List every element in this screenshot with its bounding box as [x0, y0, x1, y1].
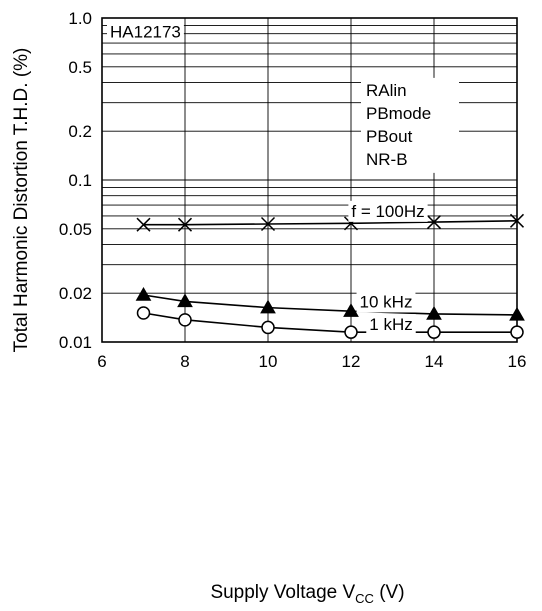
x-axis-title-subscript: CC [355, 591, 374, 606]
device-label: HA12173 [107, 21, 184, 43]
x-marker [509, 213, 525, 228]
y-tick-label: 0.01 [59, 333, 92, 352]
x-tick-label: 10 [259, 352, 278, 371]
series-label-10khz-bg [356, 291, 416, 313]
series-line-0 [143, 219, 518, 226]
circle-marker [344, 325, 358, 339]
x-tick-label: 6 [97, 352, 106, 371]
x-marker-stroke [177, 217, 193, 232]
y-tick-label: 0.05 [59, 220, 92, 239]
series-label-1khz: 1 kHz [366, 314, 416, 336]
series-line-2 [143, 312, 517, 333]
series-label-100hz: f = 100Hz [348, 200, 428, 222]
circle-marker [136, 306, 151, 320]
conditions-bg [361, 77, 459, 173]
triangle-marker [343, 303, 359, 317]
condition-label: PBout [366, 127, 413, 146]
x-marker-stroke [426, 215, 442, 230]
x-tick-label: 8 [180, 352, 189, 371]
x-marker-stroke [509, 213, 525, 228]
circle-marker [510, 325, 524, 339]
x-axis-title: Supply Voltage VCC (V) [210, 582, 404, 606]
grid-layer [102, 18, 517, 342]
x-marker [136, 217, 151, 232]
x-tick-label: 14 [425, 352, 444, 371]
x-marker [260, 216, 276, 232]
triangle-marker [135, 287, 152, 301]
series-label-10khz-text: 10 kHz [360, 292, 413, 311]
circle-marker [178, 313, 192, 327]
series-label-100hz-text: f = 100Hz [351, 202, 424, 221]
triangle-marker [177, 293, 193, 308]
x-tick-label: 12 [342, 352, 361, 371]
device-label-text: HA12173 [110, 22, 181, 41]
device-label-bg [107, 21, 184, 43]
x-marker-stroke [260, 216, 276, 232]
x-axis-title-main: Supply Voltage V [210, 582, 355, 603]
circle-marker [261, 320, 275, 335]
y-tick-label: 0.2 [68, 122, 92, 141]
y-tick-label: 0.02 [59, 284, 92, 303]
x-axis-title-unit: (V) [374, 582, 405, 603]
x-marker-stroke [136, 217, 151, 232]
tick-labels: 1.0 0.5 0.2 0.1 0.05 0.02 0.01 6 8 10 12 14 16 [59, 9, 527, 371]
annotations: HA12173 RAlin PBmode PBout NR-B f = 100Hz 10 k… [107, 21, 459, 336]
plot-frame [101, 17, 518, 343]
x-marker [177, 217, 193, 232]
y-tick-label: 0.1 [68, 171, 92, 190]
triangle-marker [509, 306, 525, 321]
triangle-marker [426, 305, 442, 320]
x-tick-label: 16 [508, 352, 527, 371]
condition-label: RAlin [366, 81, 407, 100]
series-label-1khz-bg [366, 314, 416, 336]
series-layer [135, 213, 525, 339]
series-line-1 [143, 294, 518, 316]
series-label-1khz-text: 1 kHz [369, 315, 412, 334]
y-axis-title: Total Harmonic Distortion T.H.D. (%) [11, 48, 32, 353]
series-label-10khz: 10 kHz [356, 291, 416, 313]
plot-border [101, 17, 518, 343]
y-tick-label: 0.5 [68, 58, 92, 77]
series-label-100hz-bg [348, 200, 428, 222]
condition-label: PBmode [366, 104, 431, 123]
y-tick-label: 1.0 [68, 9, 92, 28]
triangle-marker [260, 299, 276, 314]
conditions-block: RAlin PBmode PBout NR-B [361, 77, 459, 173]
circle-marker [427, 325, 441, 339]
x-marker [426, 215, 442, 230]
condition-label: NR-B [366, 150, 408, 169]
